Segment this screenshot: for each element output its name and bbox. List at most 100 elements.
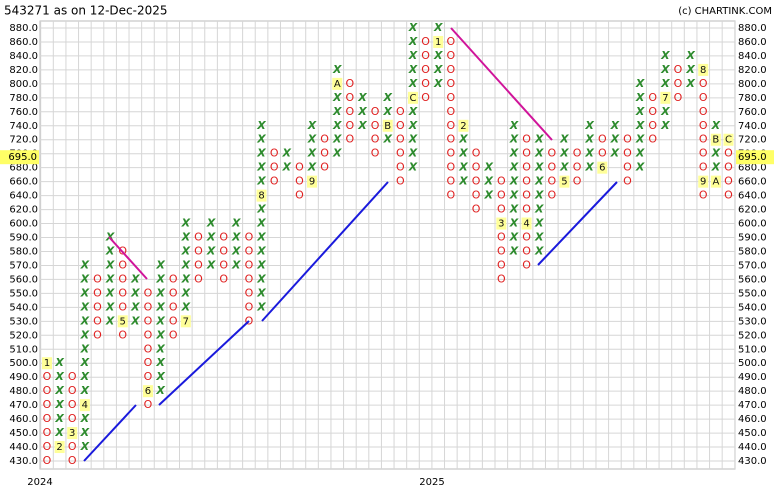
y-tick-label: 820.0 [9, 65, 38, 76]
o-box: O [598, 147, 607, 160]
x-box: X [584, 147, 594, 160]
o-box: O [295, 175, 304, 188]
x-box: X [332, 63, 342, 76]
x-box: X [534, 133, 544, 146]
o-box: O [320, 161, 329, 174]
o-box: O [497, 272, 506, 285]
y-tick-label-right: 530.0 [738, 316, 767, 327]
x-box: X [509, 133, 519, 146]
x-box: X [509, 231, 519, 244]
o-box: O [648, 119, 657, 132]
trend-line [83, 404, 137, 462]
trend-line [261, 181, 389, 322]
month-marker-bg [521, 217, 532, 230]
month-marker-bg [433, 35, 444, 48]
o-box: O [346, 77, 355, 90]
o-box: O [472, 175, 481, 188]
trend-line [108, 236, 148, 280]
x-label: 2024 [27, 477, 52, 488]
x-box: X [559, 147, 569, 160]
x-box: X [256, 133, 266, 146]
o-box: O [118, 258, 127, 271]
x-box: X [534, 217, 544, 230]
o-box: O [623, 161, 632, 174]
x-box: X [685, 77, 695, 90]
o-box: O [194, 272, 203, 285]
o-box: O [43, 454, 52, 467]
x-box: X [80, 370, 90, 383]
o-box: O [396, 147, 405, 160]
o-box: O [522, 175, 531, 188]
last-price-label-left: 695.0 [8, 152, 37, 163]
o-box: O [497, 189, 506, 202]
o-box: O [396, 119, 405, 132]
month-marker: A [712, 177, 719, 188]
month-marker-bg [407, 91, 418, 104]
y-tick-label: 600.0 [9, 219, 38, 230]
o-box: O [144, 328, 153, 341]
month-marker: 6 [599, 163, 605, 174]
x-box: X [509, 217, 519, 230]
x-box: X [483, 189, 493, 202]
o-box: O [547, 161, 556, 174]
y-tick-label: 640.0 [9, 191, 38, 202]
o-box: O [169, 314, 178, 327]
x-box: X [231, 244, 241, 257]
y-tick-label: 580.0 [9, 246, 38, 257]
o-box: O [43, 440, 52, 453]
y-tick-label: 590.0 [9, 233, 38, 244]
o-box: O [497, 175, 506, 188]
o-box: O [447, 91, 456, 104]
x-box: X [105, 314, 115, 327]
o-box: O [573, 147, 582, 160]
x-box: X [635, 133, 645, 146]
y-tick-label-right: 500.0 [738, 358, 767, 369]
o-box: O [396, 175, 405, 188]
month-marker: 3 [498, 219, 504, 230]
y-tick-label: 760.0 [9, 107, 38, 118]
o-box: O [371, 133, 380, 146]
o-box: O [169, 328, 178, 341]
x-box: X [711, 119, 721, 132]
month-marker: 3 [69, 428, 75, 439]
o-box: O [623, 133, 632, 146]
y-tick-label-right: 880.0 [738, 23, 767, 34]
y-tick-label-right: 760.0 [738, 107, 767, 118]
o-box: O [43, 412, 52, 425]
o-box: O [194, 258, 203, 271]
x-box: X [307, 119, 317, 132]
y-tick-label-right: 550.0 [738, 288, 767, 299]
month-marker: C [409, 93, 416, 104]
o-box: O [93, 300, 102, 313]
x-box: X [155, 314, 165, 327]
o-box: O [144, 356, 153, 369]
x-box: X [80, 314, 90, 327]
o-box: O [522, 147, 531, 160]
x-box: X [155, 384, 165, 397]
month-marker-bg [256, 189, 267, 202]
o-box: O [93, 314, 102, 327]
x-box: X [509, 161, 519, 174]
y-tick-label-right: 430.0 [738, 456, 767, 467]
o-box: O [68, 398, 77, 411]
x-box: X [181, 300, 191, 313]
month-marker: C [725, 135, 732, 146]
o-box: O [648, 91, 657, 104]
month-marker-bg [710, 175, 721, 188]
o-box: O [421, 91, 430, 104]
x-box: X [54, 398, 64, 411]
y-tick-label-right: 600.0 [738, 219, 767, 230]
o-box: O [547, 175, 556, 188]
x-box: X [80, 286, 90, 299]
y-tick-label-right: 840.0 [738, 51, 767, 62]
o-box: O [497, 244, 506, 257]
x-box: X [408, 133, 418, 146]
o-box: O [118, 300, 127, 313]
month-marker-bg [597, 161, 608, 174]
o-box: O [68, 370, 77, 383]
month-marker-bg [67, 427, 78, 440]
y-tick-label: 530.0 [9, 316, 38, 327]
x-box: X [685, 49, 695, 62]
month-marker-bg [307, 175, 318, 188]
month-marker-bg [332, 77, 343, 90]
